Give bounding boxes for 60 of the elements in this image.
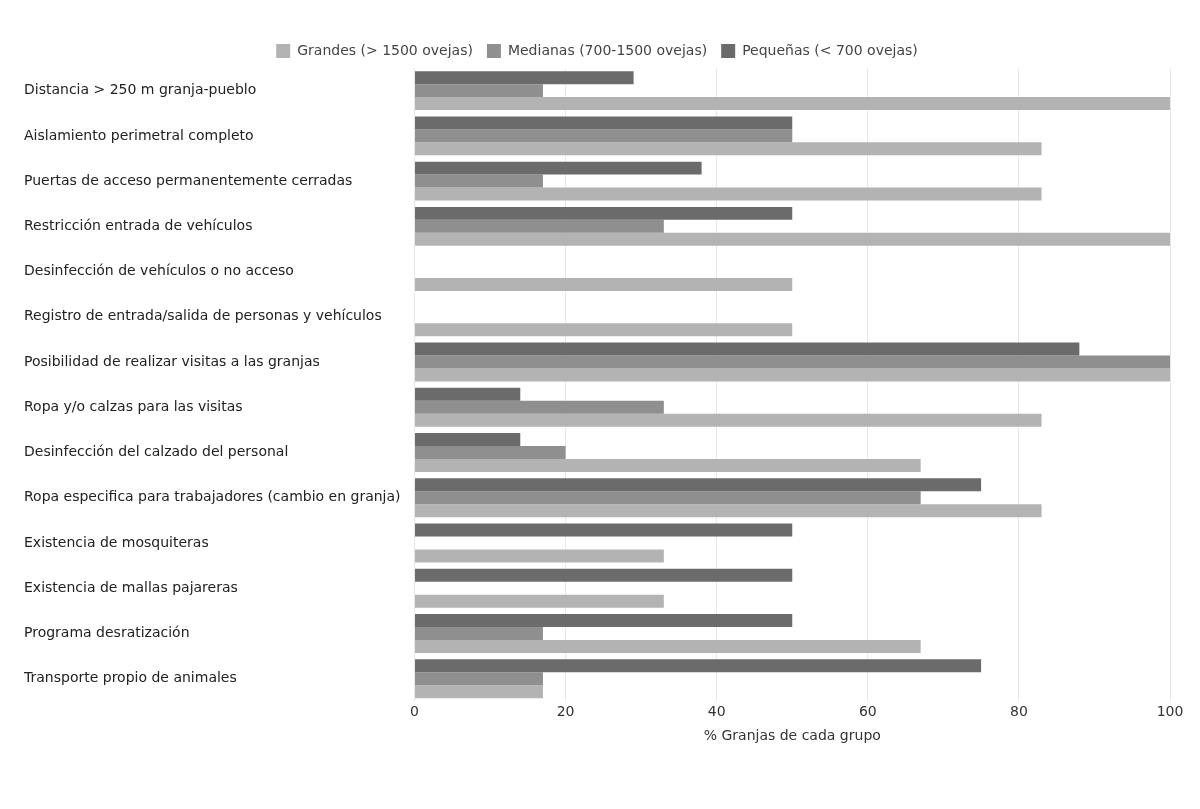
bar: [415, 368, 1170, 382]
y-tick-label: Distancia > 250 m granja-pueblo: [24, 81, 257, 98]
bar: [415, 627, 543, 641]
x-tick-label: 100: [1156, 703, 1184, 720]
bar: [415, 568, 793, 582]
bar: [415, 129, 793, 143]
bar: [415, 478, 982, 492]
bar: [415, 174, 543, 188]
y-tick-label: Desinfección del calzado del personal: [24, 443, 289, 460]
bar: [415, 387, 521, 401]
bar: [415, 672, 543, 686]
bar: [415, 355, 1170, 369]
bar: [415, 116, 793, 130]
bar: [415, 433, 521, 447]
bar: [415, 161, 702, 175]
legend-label: Grandes (> 1500 ovejas): [297, 41, 473, 58]
y-tick-label: Existencia de mosquiteras: [24, 533, 209, 550]
x-tick-label: 80: [1009, 703, 1028, 720]
y-tick-label: Existencia de mallas pajareras: [24, 578, 238, 595]
x-tick-label: 20: [556, 703, 575, 720]
bar: [415, 142, 1042, 156]
legend-label: Pequeñas (< 700 ovejas): [742, 41, 918, 58]
y-tick-label: Registro de entrada/salida de personas y vehículos: [24, 307, 382, 324]
y-tick-label: Desinfección de vehículos o no acceso: [24, 262, 294, 279]
x-axis-title: % Granjas de cada grupo: [703, 727, 881, 744]
x-tick-label: 60: [858, 703, 877, 720]
bar: [415, 504, 1042, 518]
bar: [415, 523, 793, 537]
y-tick-label: Restricción entrada de vehículos: [24, 216, 253, 233]
bar: [415, 491, 921, 505]
y-tick-label: Aislamiento perimetral completo: [24, 126, 254, 143]
bar: [415, 323, 793, 337]
bar: [415, 614, 793, 628]
bar: [415, 459, 921, 473]
bar: [415, 640, 921, 653]
bar: [415, 219, 664, 233]
x-tick-label: 0: [410, 703, 419, 720]
bar: [415, 97, 1170, 111]
legend-label: Medianas (700-1500 ovejas): [507, 41, 708, 58]
bar: [415, 206, 793, 220]
bar: [415, 232, 1170, 246]
bar: [415, 413, 1042, 427]
bar: [415, 446, 566, 460]
bar: [415, 549, 664, 563]
y-tick-label: Puertas de acceso permanentemente cerradas: [24, 171, 353, 188]
y-tick-label: Ropa y/o calzas para las visitas: [24, 397, 243, 414]
y-tick-label: Posibilidad de realizar visitas a las granjas: [24, 352, 320, 369]
bar: [415, 685, 543, 699]
bar: [415, 659, 982, 673]
y-tick-label: Transporte propio de animales: [23, 669, 237, 686]
bar: [415, 84, 543, 98]
bar: [415, 278, 793, 292]
bar: [415, 187, 1042, 201]
y-tick-label: Programa desratización: [24, 624, 190, 641]
x-tick-label: 40: [707, 703, 726, 720]
bar: [415, 342, 1080, 356]
bar: [415, 594, 664, 608]
y-tick-label: Ropa especifica para trabajadores (cambio en granja): [24, 488, 401, 505]
bar: [415, 400, 664, 414]
bar: [415, 71, 634, 85]
